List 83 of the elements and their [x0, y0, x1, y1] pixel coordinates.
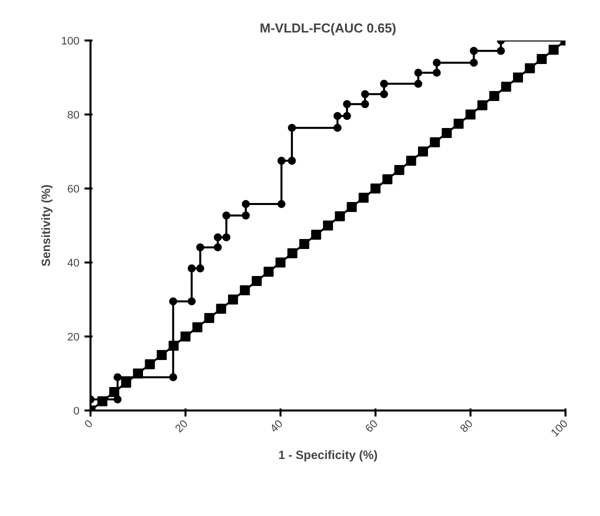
x-tick-label: 40	[268, 418, 286, 436]
point	[214, 233, 222, 242]
point	[277, 156, 286, 165]
y-axis-title: Sensitivity (%)	[39, 184, 54, 267]
point	[524, 63, 535, 74]
point	[240, 285, 250, 296]
point	[536, 54, 547, 64]
point	[222, 212, 230, 220]
chart-title: M-VLDL-FC(AUC 0.65)	[260, 20, 396, 36]
point	[442, 128, 452, 138]
point	[264, 266, 274, 277]
point	[156, 350, 167, 360]
point	[287, 248, 298, 258]
point	[196, 243, 204, 252]
point	[477, 100, 488, 110]
point	[432, 68, 441, 77]
point	[496, 46, 505, 55]
point	[288, 124, 296, 132]
point	[228, 294, 238, 304]
point	[121, 378, 132, 388]
point	[334, 112, 342, 120]
point	[470, 46, 478, 55]
point	[470, 58, 478, 67]
point	[501, 82, 512, 92]
point	[370, 184, 380, 194]
y-tick-label: 60	[67, 184, 80, 196]
point	[288, 156, 296, 165]
point	[192, 322, 202, 332]
point	[380, 80, 388, 88]
point	[343, 112, 351, 120]
point	[343, 100, 351, 108]
point	[169, 297, 178, 306]
point	[188, 264, 196, 272]
point	[277, 200, 286, 208]
point	[188, 297, 196, 306]
y-tick-label: 80	[67, 110, 80, 122]
point	[334, 124, 342, 132]
point	[242, 212, 250, 220]
y-tick-label: 20	[67, 332, 80, 344]
point	[169, 373, 178, 382]
point	[323, 220, 333, 230]
x-tick-label: 0	[82, 418, 96, 431]
point	[489, 91, 500, 101]
point	[414, 68, 422, 77]
point	[406, 156, 416, 166]
point	[430, 137, 440, 148]
point	[414, 80, 422, 88]
point	[204, 313, 214, 323]
x-tick-label: 80	[458, 418, 476, 436]
point	[196, 264, 204, 272]
point	[358, 192, 369, 203]
point	[394, 165, 404, 175]
x-tick-label: 60	[363, 418, 380, 436]
point	[216, 304, 226, 314]
x-tick-label: 100	[548, 418, 570, 440]
point	[432, 58, 441, 67]
x-tick-label: 20	[173, 418, 190, 436]
x-axis-title: 1 - Specificity (%)	[278, 448, 378, 462]
point	[214, 243, 222, 252]
point	[311, 230, 322, 240]
point	[361, 90, 370, 98]
point	[548, 44, 559, 55]
point	[361, 100, 370, 108]
point	[114, 373, 122, 382]
point	[114, 395, 122, 404]
point	[418, 146, 428, 156]
point	[144, 359, 155, 370]
point	[222, 233, 230, 242]
point	[380, 90, 388, 98]
point	[346, 202, 357, 212]
point	[334, 211, 345, 222]
point	[242, 200, 250, 208]
y-tick-label: 40	[67, 258, 80, 270]
point	[466, 110, 476, 120]
y-tick-label: 0	[73, 406, 80, 418]
y-tick-label: 100	[61, 36, 80, 48]
point	[382, 174, 392, 184]
point	[454, 118, 464, 129]
point	[299, 239, 310, 249]
point	[276, 258, 286, 268]
point	[513, 72, 523, 82]
point	[252, 276, 262, 286]
point	[180, 332, 190, 342]
